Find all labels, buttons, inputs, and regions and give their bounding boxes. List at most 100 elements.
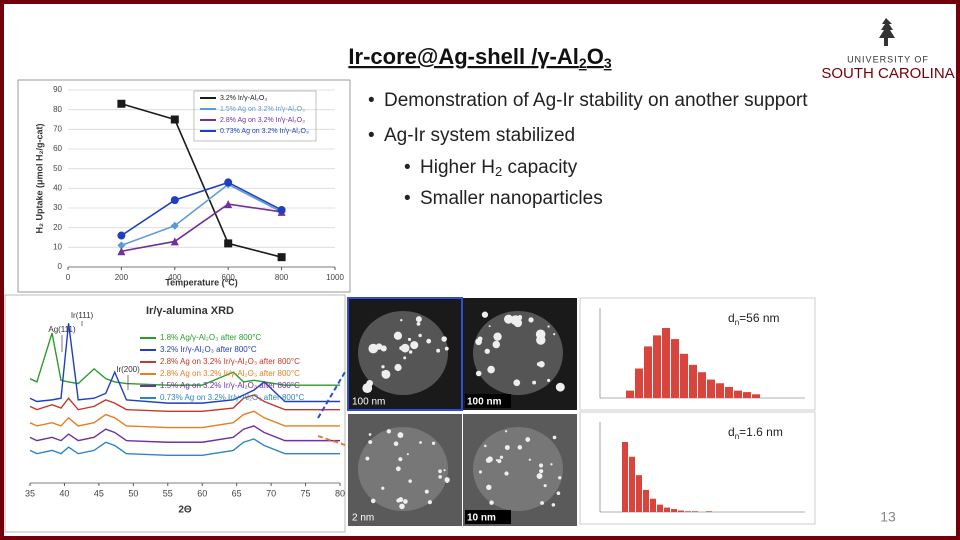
scale-label: 2 nm <box>352 513 374 524</box>
particle <box>399 503 405 510</box>
y-tick-label: 70 <box>53 124 62 133</box>
particle <box>497 459 502 464</box>
particle <box>400 343 410 353</box>
histogram-bar <box>678 510 684 512</box>
slide-title: Ir-core@Ag-shell /γ-Al2O3 <box>348 44 611 71</box>
legend-label: 1.5% Ag on 3.2% Ir/γ-Al₂O₃ <box>220 106 305 113</box>
particle <box>393 331 403 340</box>
bullet-text: Ag-Ir system stabilized <box>384 125 575 146</box>
sub-bullet: Smaller nanoparticles <box>420 188 603 209</box>
marker <box>224 239 233 248</box>
legend-label: 3.2% Ir/γ-Al₂O₃ after 800°C <box>160 345 257 354</box>
logo-line1: UNIVERSITY OF <box>847 54 929 64</box>
histogram-bar <box>734 390 742 398</box>
particle <box>488 325 491 328</box>
y-tick-label: 0 <box>58 262 63 271</box>
marker <box>224 200 233 209</box>
marker <box>117 247 126 256</box>
particle <box>552 435 557 440</box>
particle <box>553 333 556 336</box>
logo: UNIVERSITY OF SOUTH CAROLINA <box>821 18 955 82</box>
particle <box>400 319 403 322</box>
marker <box>170 196 179 205</box>
bullet-text: Demonstration of Ag-Ir stability on anot… <box>384 90 808 111</box>
y-tick-label: 90 <box>53 85 62 94</box>
y-tick-label: 30 <box>53 203 62 212</box>
particle <box>443 469 446 472</box>
particle <box>436 348 441 353</box>
histogram-bar <box>626 390 634 398</box>
particle <box>555 382 565 392</box>
x-tick-label: 0 <box>66 273 71 282</box>
particle <box>481 311 489 318</box>
x-tick-label: 35 <box>25 488 35 498</box>
annotation: Ir(111) <box>71 311 94 320</box>
x-tick-label: 50 <box>128 488 138 498</box>
sub-bullet: Higher H2 capacity <box>420 157 578 179</box>
histogram-bar <box>635 368 643 398</box>
particle <box>444 477 450 483</box>
particle <box>368 433 372 436</box>
scale-label: 100 nm <box>352 397 385 408</box>
x-tick-label: 40 <box>59 488 69 498</box>
x-axis-label: 2Θ <box>178 505 192 516</box>
particle <box>487 456 493 463</box>
histogram-bar <box>743 392 751 398</box>
particle <box>444 346 449 351</box>
particle <box>427 500 433 505</box>
particle <box>551 503 556 507</box>
marker <box>117 99 126 108</box>
bullet-dot: • <box>404 188 411 209</box>
particle <box>445 480 449 484</box>
series-line <box>121 102 282 258</box>
particle-support <box>473 427 563 511</box>
legend-label: 2.8% Ag on 3.2% Ir/γ-Al₂O₃ after 800°C <box>160 357 300 366</box>
bullet-dot: • <box>368 125 375 146</box>
marker <box>170 221 179 230</box>
uptake-chart-frame <box>17 79 351 293</box>
bullet-sub: 2 <box>495 164 502 179</box>
marker <box>170 115 179 124</box>
particle <box>406 453 409 456</box>
particle <box>547 325 550 328</box>
marker <box>277 205 286 214</box>
legend-label: 2.8% Ag on 3.2% Ir/γ-Al₂O₃ after 800°C <box>160 369 300 378</box>
x-tick-label: 400 <box>168 273 182 282</box>
y-tick-label: 60 <box>53 144 62 153</box>
histogram-frame <box>579 297 816 411</box>
y-tick-label: 50 <box>53 164 62 173</box>
particle <box>395 466 401 472</box>
histogram-bar <box>636 475 642 512</box>
particle <box>431 441 436 445</box>
label-text: =56 nm <box>739 311 779 325</box>
particle <box>403 356 407 360</box>
particle <box>408 479 412 483</box>
particle <box>475 338 482 346</box>
particle <box>517 445 523 450</box>
marker <box>224 178 233 187</box>
particle <box>410 341 419 350</box>
particle <box>368 440 373 445</box>
bullet-dot: • <box>404 157 411 178</box>
particle <box>424 489 429 494</box>
series-line <box>29 410 340 429</box>
legend-label: 1.8% Ag/γ-Al₂O₃ after 800°C <box>160 333 261 342</box>
series-line <box>121 183 282 247</box>
particle <box>381 486 385 490</box>
particle <box>398 457 403 462</box>
title-text: O <box>587 44 604 69</box>
legend-label: 1.5% Ag on 3.2% Ir/γ-Al₂O₃ after 800°C <box>160 381 300 390</box>
particle <box>386 429 392 434</box>
x-axis-label: Temperature (°C) <box>165 277 237 287</box>
histogram-bar <box>664 507 670 512</box>
histogram-bar <box>657 504 663 512</box>
x-tick-label: 55 <box>163 488 173 498</box>
legend-label: 3.2% Ir/γ-Al₂O₃ <box>220 95 267 102</box>
particle <box>492 340 501 349</box>
series-line <box>29 425 340 443</box>
legend-label: 0.73% Ag on 3.2% Ir/γ-Al₂O₃ after 800°C <box>160 393 305 402</box>
histogram-label: dn=56 nm <box>728 311 780 327</box>
particle <box>525 437 531 442</box>
